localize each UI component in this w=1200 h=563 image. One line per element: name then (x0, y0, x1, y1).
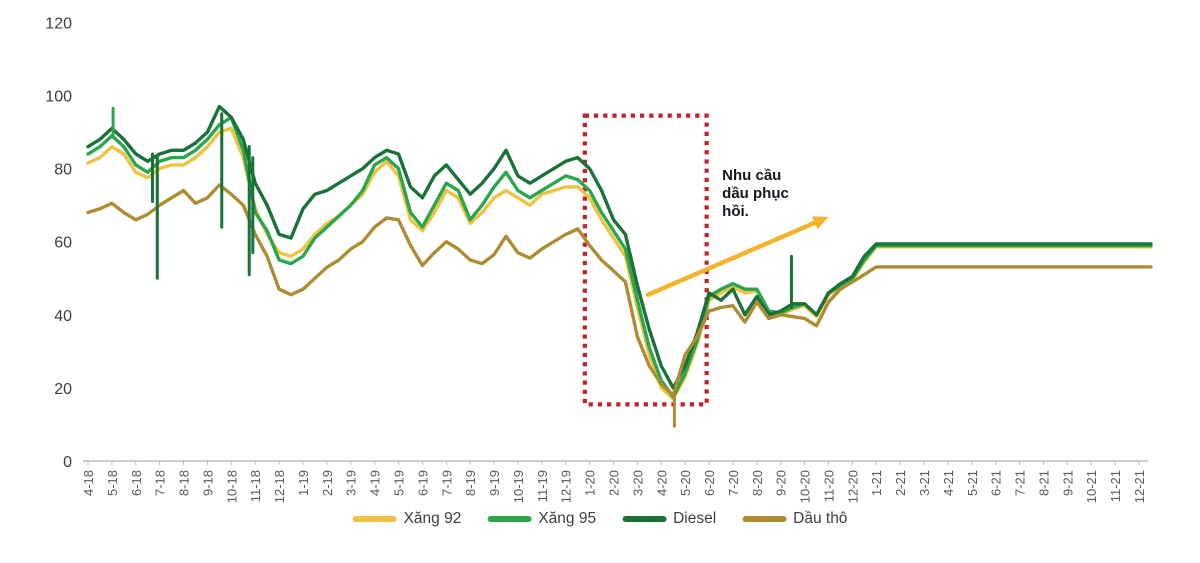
legend-item-diesel: Diesel (622, 510, 716, 528)
series-line-diesel (86, 104, 1153, 390)
x-axis-label: 7-18 (153, 470, 168, 496)
x-axis-label: 2-20 (606, 470, 621, 496)
trend-arrowhead-icon (811, 216, 829, 230)
x-axis-label: 6-19 (415, 470, 430, 496)
legend-label: Diesel (673, 510, 717, 527)
trend-arrow-icon (645, 220, 817, 297)
x-axis-label: 5-20 (678, 470, 693, 496)
x-axis-label: 11-18 (248, 470, 263, 502)
highlight-box (582, 113, 709, 407)
x-axis-label: 12-19 (559, 470, 574, 503)
x-axis-label: 3-20 (630, 470, 645, 496)
diesel-line-swatch-icon (622, 516, 667, 522)
x-axis-label: 1-19 (296, 470, 311, 496)
x-axis-label: 8-19 (463, 470, 478, 496)
dautho-line-swatch-icon (742, 516, 787, 522)
x-axis-label: 8-18 (177, 470, 192, 496)
x-axis-label: 4-21 (941, 470, 956, 496)
y-axis-label: 0 (63, 454, 72, 471)
x-axis-label: 9-20 (774, 470, 789, 496)
legend-item-dautho: Dầu thô (742, 510, 847, 528)
x-axis-label: 7-20 (726, 470, 741, 496)
x-axis-label: 4-19 (368, 470, 383, 496)
x-axis-label: 12-18 (272, 470, 287, 503)
y-axis-label: 60 (54, 235, 72, 252)
x-axis-label: 9-21 (1060, 470, 1075, 496)
x-axis-label: 9-19 (487, 470, 502, 496)
x-axis-label: 11-20 (821, 470, 836, 502)
x-axis-label: 8-21 (1036, 470, 1051, 496)
legend-item-xang92: Xăng 92 (352, 510, 462, 528)
x-axis-label: 4-18 (81, 470, 96, 496)
x-axis-label: 2-19 (320, 470, 335, 496)
x-axis-label: 1-21 (869, 470, 884, 496)
x-axis-label: 11-19 (535, 470, 550, 502)
x-axis-label: 6-21 (989, 470, 1004, 496)
x-axis-label: 10-20 (798, 470, 813, 503)
x-axis-label: 10-18 (224, 470, 239, 503)
x-axis-label: 7-19 (439, 470, 454, 496)
x-axis-label: 5-19 (392, 470, 407, 496)
xang92-line-swatch-icon (352, 516, 397, 522)
y-axis-label: 40 (54, 308, 72, 325)
x-axis-label: 9-18 (200, 470, 215, 496)
x-axis-label: 6-18 (129, 470, 144, 496)
x-axis-label: 2-21 (893, 470, 908, 496)
x-axis-label: 3-21 (917, 470, 932, 496)
x-axis-label: 3-19 (344, 470, 359, 496)
x-axis-label: 12-21 (1132, 470, 1147, 503)
x-axis-label: 11-21 (1108, 470, 1123, 502)
legend-label: Xăng 92 (403, 510, 462, 527)
legend-label: Dầu thô (793, 510, 848, 527)
x-axis-label: 12-20 (845, 470, 860, 503)
x-axis-label: 5-18 (105, 470, 120, 496)
y-axis-label: 20 (54, 381, 72, 398)
x-axis-label: 7-21 (1013, 470, 1028, 496)
x-axis-label: 10-19 (511, 470, 526, 503)
annotation-recovery: Nhu cầu dầu phục hồi. (722, 166, 789, 221)
legend: Xăng 92 Xăng 95 Diesel Dầu thô (352, 510, 847, 528)
series-line-xang95 (86, 115, 1153, 399)
xang95-line-swatch-icon (487, 516, 532, 522)
y-axis-label: 80 (54, 162, 72, 179)
x-axis-label: 5-21 (965, 470, 980, 496)
x-axis-label: 8-20 (750, 470, 765, 496)
legend-item-xang95: Xăng 95 (487, 510, 596, 528)
x-axis-label: 4-20 (654, 470, 669, 496)
x-axis-label: 10-21 (1084, 470, 1099, 503)
y-axis-label: 120 (45, 15, 72, 32)
y-axis-label: 100 (45, 89, 72, 106)
series-line-dautho (86, 183, 1153, 397)
x-axis-label: 6-20 (702, 470, 717, 496)
x-axis-label: 1-20 (583, 470, 598, 496)
legend-label: Xăng 95 (538, 510, 597, 527)
